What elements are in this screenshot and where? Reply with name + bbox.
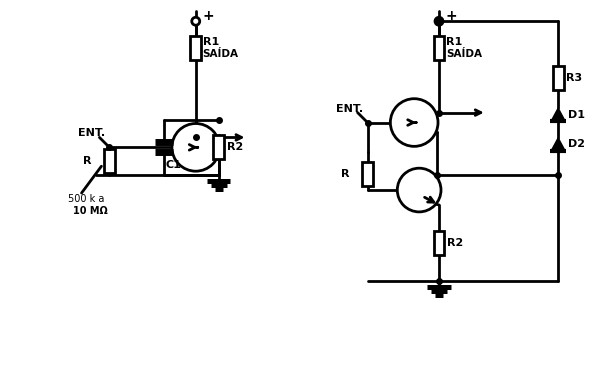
Text: ENT.: ENT. bbox=[77, 129, 105, 138]
Bar bbox=[190, 36, 201, 60]
Text: R1: R1 bbox=[203, 37, 219, 47]
Text: +: + bbox=[203, 9, 214, 23]
Circle shape bbox=[391, 99, 438, 146]
Text: SAÍDA: SAÍDA bbox=[446, 49, 482, 59]
Text: D1: D1 bbox=[568, 110, 585, 120]
Text: C1: C1 bbox=[166, 160, 182, 170]
Text: 500 k a: 500 k a bbox=[68, 194, 104, 204]
Text: R2: R2 bbox=[227, 142, 243, 152]
Bar bbox=[362, 162, 373, 186]
Circle shape bbox=[397, 168, 441, 212]
Text: 10 MΩ: 10 MΩ bbox=[73, 206, 107, 216]
Text: ENT.: ENT. bbox=[336, 103, 363, 114]
Bar bbox=[104, 149, 115, 173]
Bar bbox=[213, 135, 224, 159]
Polygon shape bbox=[551, 138, 565, 151]
Circle shape bbox=[172, 123, 220, 171]
Text: R3: R3 bbox=[566, 73, 582, 83]
Text: R: R bbox=[341, 169, 350, 179]
Circle shape bbox=[192, 17, 200, 25]
Text: D2: D2 bbox=[568, 140, 585, 149]
Bar bbox=[434, 36, 445, 60]
Circle shape bbox=[435, 17, 443, 25]
Text: SAÍDA: SAÍDA bbox=[203, 49, 239, 59]
Polygon shape bbox=[551, 108, 565, 121]
Text: +: + bbox=[446, 9, 458, 23]
Bar bbox=[434, 231, 445, 255]
Text: R: R bbox=[83, 156, 91, 166]
Bar bbox=[553, 66, 563, 90]
Text: R1: R1 bbox=[446, 37, 462, 47]
Text: R2: R2 bbox=[447, 238, 463, 248]
